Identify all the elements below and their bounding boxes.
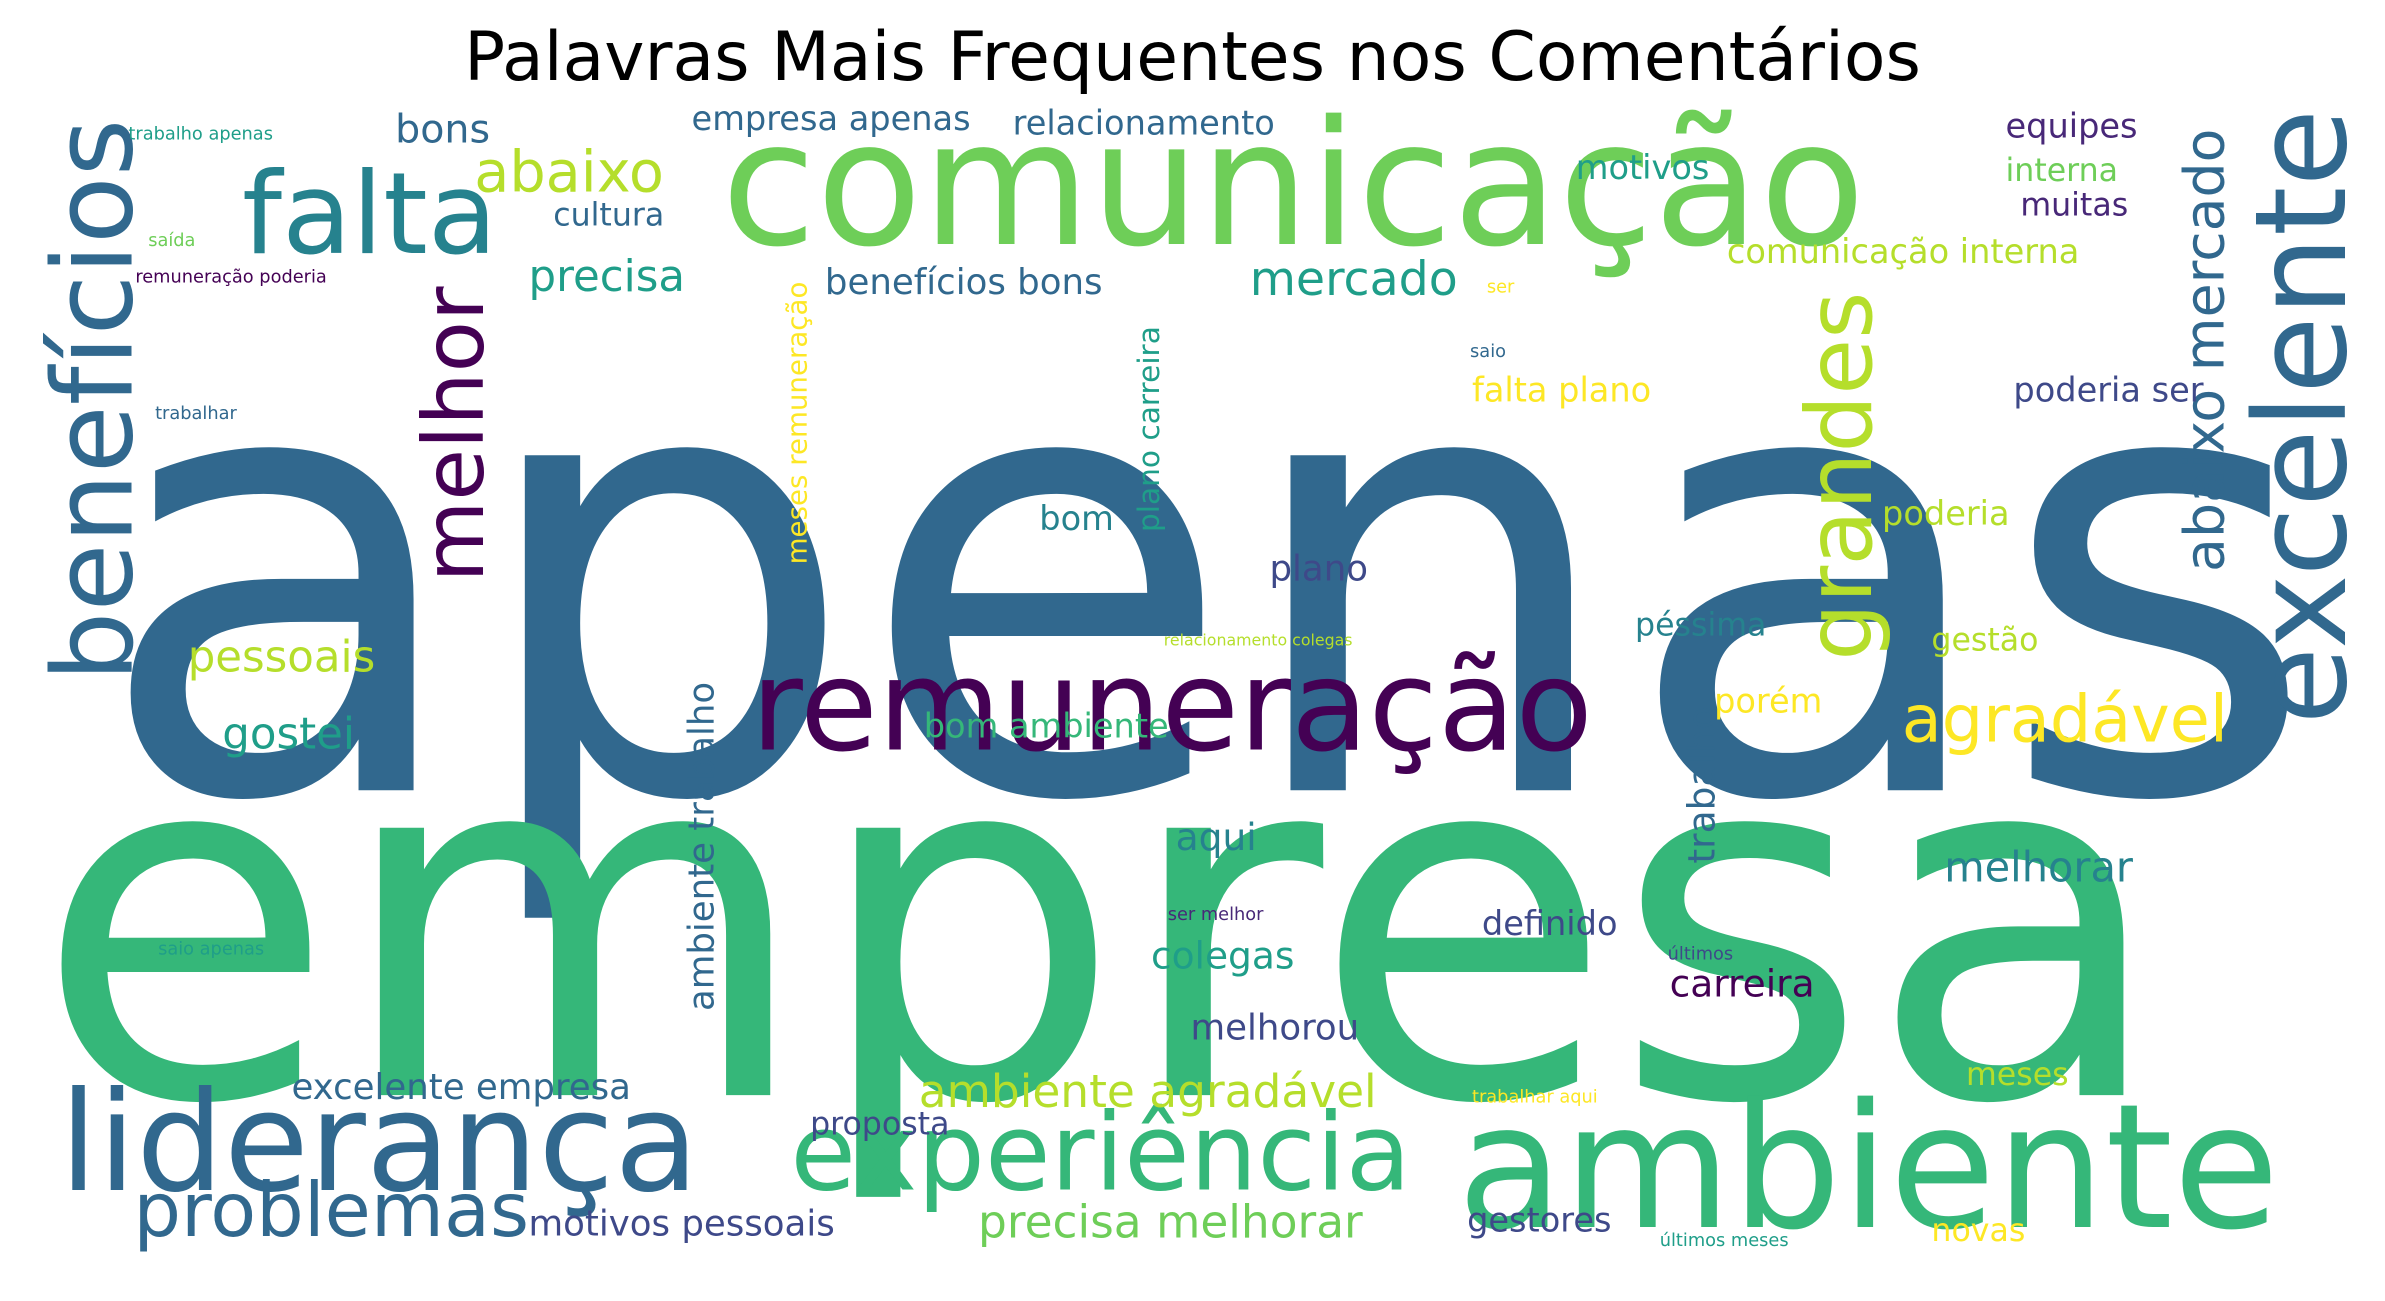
word-plano: plano xyxy=(1269,548,1368,589)
word-beneficios: benefícios xyxy=(30,119,159,682)
chart-title: Palavras Mais Frequentes nos Comentários xyxy=(464,18,1921,97)
word-gestao: gestão xyxy=(1931,622,2038,658)
word-precisa: precisa xyxy=(529,252,685,302)
word-experiencia: experiência xyxy=(790,1092,1411,1216)
word-agradavel: agradável xyxy=(1902,682,2228,758)
word-equipes: equipes xyxy=(2006,107,2138,146)
word-melhor: melhor xyxy=(405,286,503,582)
word-remuneracao-poderia: remuneração poderia xyxy=(135,267,326,288)
word-pessima: péssima xyxy=(1635,608,1766,644)
word-definido: definido xyxy=(1482,904,1618,943)
word-precisa-melhorar: precisa melhorar xyxy=(978,1195,1363,1248)
word-apenas: apenas xyxy=(94,222,2318,935)
word-mercado: mercado xyxy=(1250,252,1458,307)
word-melhorar: melhorar xyxy=(1944,843,2134,892)
word-relacionamento-colegas: relacionamento colegas xyxy=(1164,630,1353,649)
word-falta: falta xyxy=(242,148,497,280)
word-comunicacao-interna: comunicação interna xyxy=(1727,232,2079,271)
word-carreira: carreira xyxy=(1670,961,1815,1005)
word-trabalho-apenas: trabalho apenas xyxy=(128,123,273,144)
word-relacionamento: relacionamento xyxy=(1013,104,1275,143)
word-ambiente-agradavel: ambiente agradável xyxy=(919,1065,1377,1118)
word-interna: interna xyxy=(2006,153,2119,189)
word-gestores: gestores xyxy=(1467,1200,1611,1239)
word-novas: novas xyxy=(1931,1213,2025,1249)
word-saio-apenas: saio apenas xyxy=(158,939,264,960)
word-problemas: problemas xyxy=(133,1166,529,1254)
word-poderia: poderia xyxy=(1882,494,2010,533)
word-abaixo: abaixo xyxy=(474,138,664,205)
word-ultimos-meses: últimos meses xyxy=(1660,1230,1789,1251)
word-empresa: empresa xyxy=(35,642,2168,1211)
word-muitas: muitas xyxy=(2020,188,2128,224)
word-remuneracao: remuneração xyxy=(751,632,1593,779)
word-saio: saio xyxy=(1470,341,1506,362)
word-beneficios-bons: benefícios bons xyxy=(825,262,1103,303)
word-gostei: gostei xyxy=(222,709,355,759)
word-trabalhar-aqui: trabalhar aqui xyxy=(1472,1087,1598,1108)
word-ser: ser xyxy=(1487,277,1515,298)
word-empresa-apenas: empresa apenas xyxy=(692,99,971,138)
word-ultimos: últimos xyxy=(1668,943,1734,964)
word-colegas: colegas xyxy=(1151,934,1295,978)
word-cultura: cultura xyxy=(553,198,664,234)
word-proposta: proposta xyxy=(810,1106,949,1142)
word-bons: bons xyxy=(395,107,490,153)
word-trabalhar: trabalhar xyxy=(155,403,237,424)
word-poderia-ser: poderia ser xyxy=(2013,370,2203,409)
word-lideranca: liderança xyxy=(59,1062,699,1223)
word-ser-melhor: ser melhor xyxy=(1168,904,1264,925)
word-falta-plano: falta plano xyxy=(1472,370,1651,409)
word-excelente-empresa: excelente empresa xyxy=(291,1067,631,1108)
word-excelente: excelente xyxy=(2228,109,2375,725)
word-abaixo-mercado: abaixo mercado xyxy=(2173,129,2237,572)
word-ambiente-trabalho: ambiente trabalho xyxy=(682,682,723,1011)
word-pessoais: pessoais xyxy=(188,632,376,682)
word-bom-ambiente: bom ambiente xyxy=(924,706,1169,745)
word-comunicacao: comunicação xyxy=(721,84,1865,285)
word-aqui: aqui xyxy=(1176,815,1257,859)
word-ambiente: ambiente xyxy=(1457,1067,2279,1268)
word-motivos-pessoais: motivos pessoais xyxy=(529,1203,835,1244)
word-meses-remuneracao: meses remuneração xyxy=(780,282,813,565)
word-bom: bom xyxy=(1039,499,1114,538)
word-plano-carreira: plano carreira xyxy=(1131,326,1166,532)
word-porem: porém xyxy=(1714,682,1822,721)
word-saida: saída xyxy=(148,230,195,251)
word-melhorou: melhorou xyxy=(1190,1008,1359,1049)
word-grandes: grandes xyxy=(1788,291,1893,660)
word-trabalho: trabalho xyxy=(1679,706,1723,863)
word-meses: meses xyxy=(1966,1057,2069,1093)
word-motivos: motivos xyxy=(1576,148,1710,187)
